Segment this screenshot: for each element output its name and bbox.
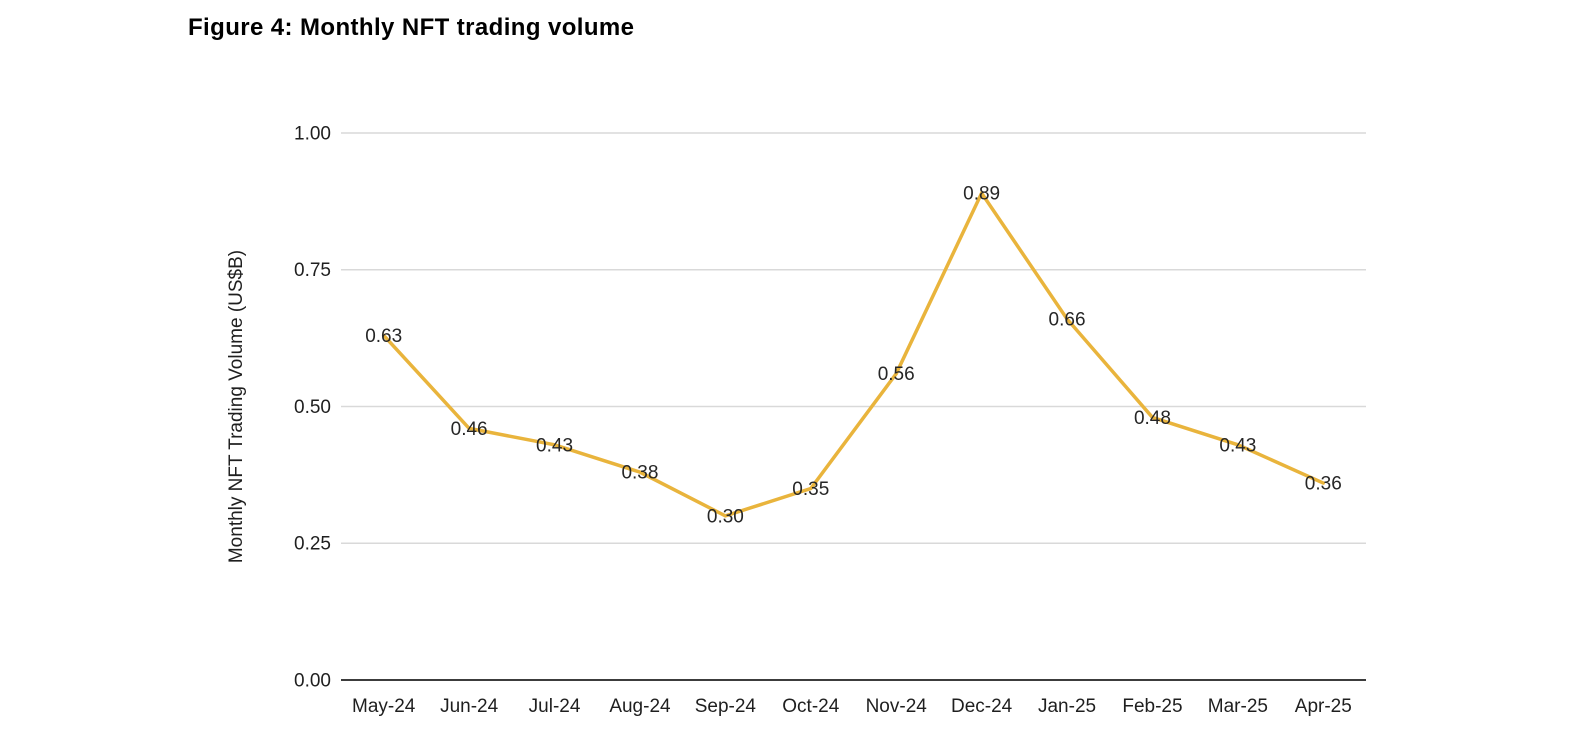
data-label: 0.30 <box>707 506 744 527</box>
series-line <box>381 189 1326 518</box>
data-label: 0.89 <box>963 184 1000 205</box>
data-label: 0.56 <box>878 364 915 385</box>
data-label: 0.66 <box>1049 309 1086 330</box>
x-tick-label: Nov-24 <box>866 696 928 717</box>
y-tick-label: 0.00 <box>294 670 331 691</box>
y-tick-label: 0.25 <box>294 534 331 555</box>
data-label: 0.46 <box>451 419 488 440</box>
x-tick-label: Dec-24 <box>951 696 1013 717</box>
data-label: 0.43 <box>536 435 573 456</box>
y-tick-label: 0.50 <box>294 397 331 418</box>
x-tick-label: Oct-24 <box>782 696 839 717</box>
x-tick-label: Apr-25 <box>1295 696 1352 717</box>
x-tick-label: Mar-25 <box>1208 696 1268 717</box>
chart-title: Figure 4: Monthly NFT trading volume <box>188 14 635 41</box>
x-tick-label: Jul-24 <box>529 696 581 717</box>
data-label: 0.35 <box>792 479 829 500</box>
x-tick-label: Feb-25 <box>1122 696 1182 717</box>
x-tick-label: Aug-24 <box>609 696 671 717</box>
x-tick-label: Jun-24 <box>440 696 499 717</box>
y-tick-label: 0.75 <box>294 260 331 281</box>
x-tick-label: Jan-25 <box>1038 696 1096 717</box>
x-tick-label: Sep-24 <box>695 696 757 717</box>
data-label: 0.36 <box>1305 474 1342 495</box>
y-tick-label: 1.00 <box>294 123 331 144</box>
data-label: 0.38 <box>621 463 658 484</box>
data-label: 0.43 <box>1219 435 1256 456</box>
y-axis-title: Monthly NFT Trading Volume (US$B) <box>226 250 247 563</box>
x-tick-label: May-24 <box>352 696 416 717</box>
data-label: 0.48 <box>1134 408 1171 429</box>
data-label: 0.63 <box>365 326 402 347</box>
